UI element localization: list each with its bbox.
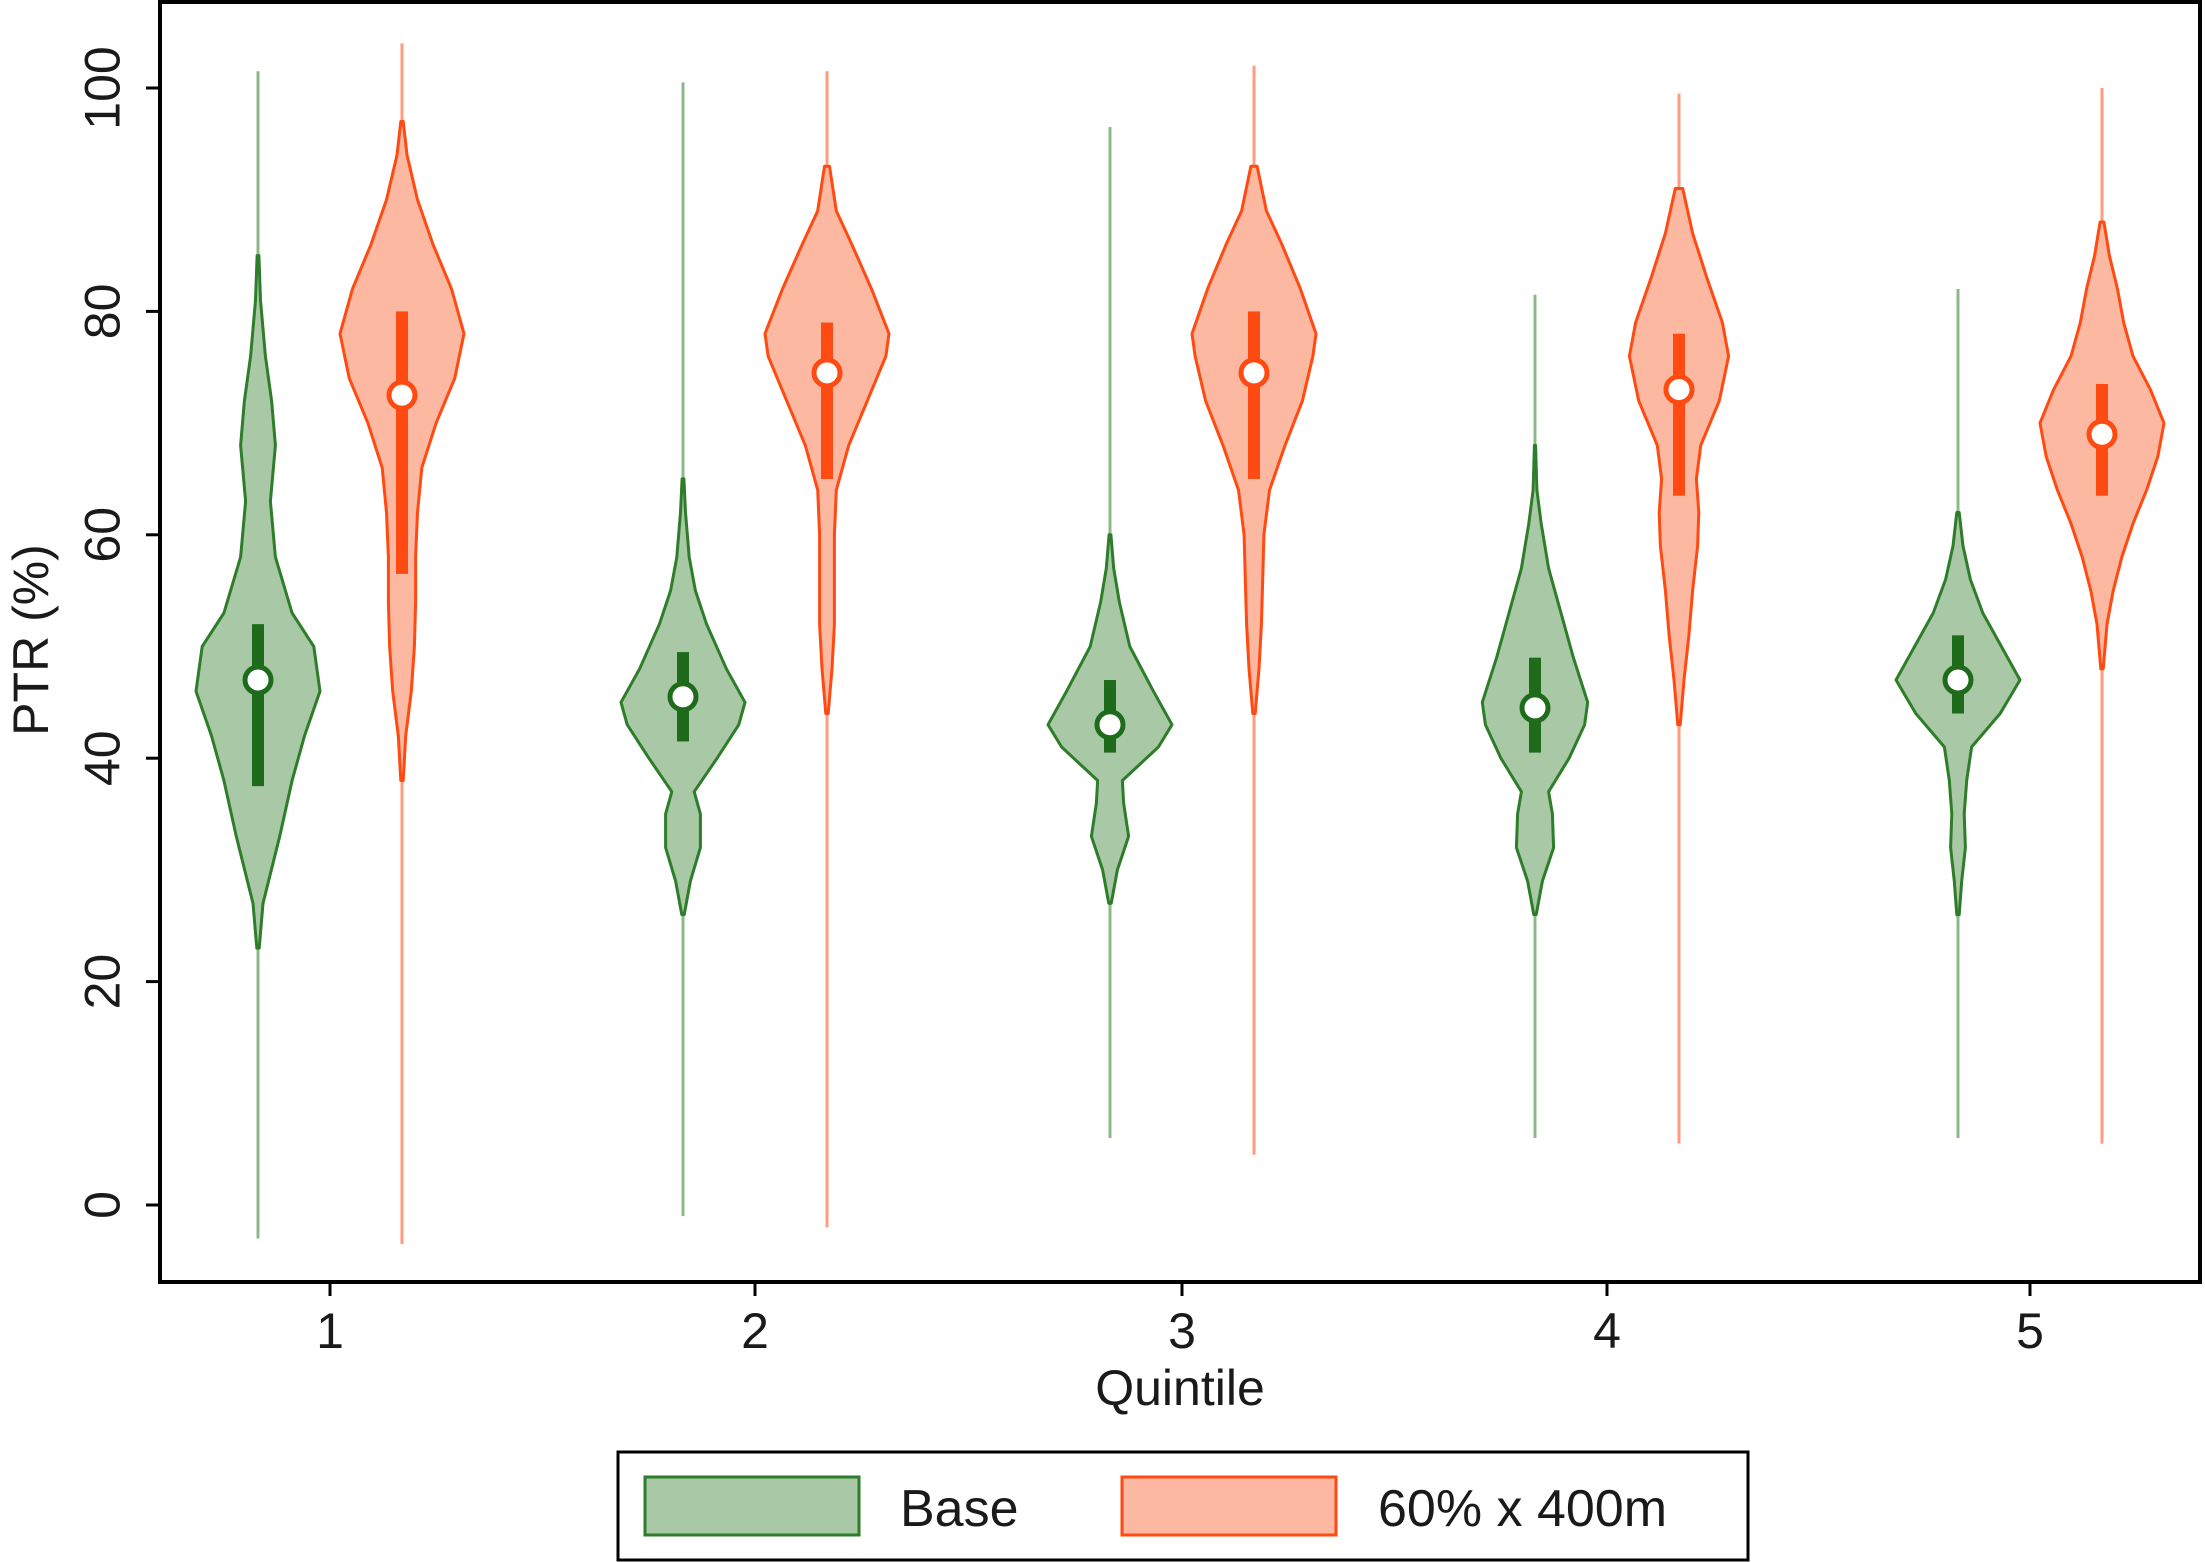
violin-base-q2	[619, 82, 747, 1217]
violin-median-marker	[1663, 374, 1695, 406]
series-base	[194, 71, 2022, 1239]
y-tick-label-80: 80	[75, 284, 131, 340]
violin-iqr-box	[396, 311, 408, 574]
violin-60pct-q4	[1627, 93, 1731, 1144]
x-axis: 1 2 3 4 5	[316, 1282, 2044, 1359]
plot-frame	[158, 0, 2202, 1284]
legend-swatch-60pct	[1120, 1475, 1338, 1537]
legend-label-60pct: 60% x 400m	[1378, 1480, 1667, 1538]
violins-layer	[194, 43, 2166, 1245]
violin-median-marker	[386, 379, 418, 411]
violin-median-marker	[1238, 357, 1270, 389]
violin-median-marker	[1519, 692, 1551, 724]
violin-iqr-box	[252, 624, 264, 787]
violin-body	[1894, 511, 2022, 917]
y-tick-label-40: 40	[75, 730, 131, 786]
violin-iqr-box	[1673, 333, 1685, 496]
violin-base-q5	[1894, 289, 2022, 1138]
y-tick-label-60: 60	[75, 507, 131, 563]
x-tick-label-4: 4	[1593, 1303, 1621, 1359]
legend: Base 60% x 400m	[616, 1450, 1750, 1562]
y-tick-label-0: 0	[75, 1191, 131, 1219]
violin-base-q4	[1480, 294, 1590, 1138]
violin-60pct-q1	[338, 43, 466, 1245]
x-axis-title: Quintile	[1095, 1360, 1265, 1416]
x-tick-label-2: 2	[741, 1303, 769, 1359]
x-tick-label-1: 1	[316, 1303, 344, 1359]
violin-body	[194, 254, 322, 950]
violin-median-marker	[811, 357, 843, 389]
violin-60pct-q5	[2038, 88, 2166, 1144]
violin-median-marker	[2086, 418, 2118, 450]
violin-median-marker	[1942, 664, 1974, 696]
violin-median-marker	[1094, 709, 1126, 741]
series-60pct-x-400m	[338, 43, 2166, 1245]
violin-median-marker	[667, 681, 699, 713]
violin-base-q1	[194, 71, 322, 1239]
x-tick-label-3: 3	[1168, 1303, 1196, 1359]
y-axis: 0 20 40 60 80 100	[75, 46, 160, 1219]
y-tick-label-100: 100	[75, 46, 131, 129]
x-tick-label-5: 5	[2016, 1303, 2044, 1359]
violin-60pct-q3	[1190, 65, 1318, 1155]
y-axis-title: PTR (%)	[3, 544, 59, 736]
legend-swatch-base	[643, 1475, 861, 1537]
y-tick-label-20: 20	[75, 954, 131, 1010]
violin-60pct-q2	[763, 71, 891, 1228]
violin-base-q3	[1046, 127, 1174, 1138]
violin-median-marker	[242, 664, 274, 696]
violin-iqr-box	[1248, 311, 1260, 479]
violin-iqr-box	[821, 322, 833, 479]
legend-label-base: Base	[900, 1480, 1019, 1538]
